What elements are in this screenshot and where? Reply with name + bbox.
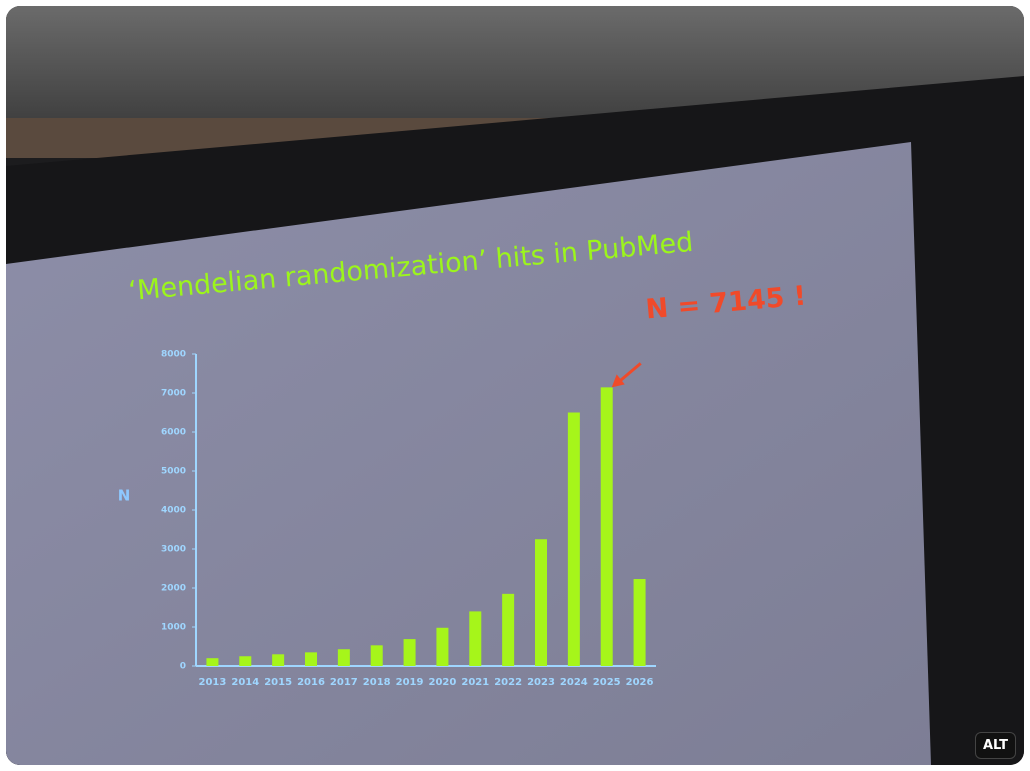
bar xyxy=(371,645,383,666)
x-tick-label: 2014 xyxy=(231,677,259,688)
x-tick-label: 2016 xyxy=(297,677,325,688)
bar xyxy=(634,579,646,666)
y-tick-label: 6000 xyxy=(161,428,186,438)
x-tick-label: 2023 xyxy=(527,677,555,688)
y-tick-label: 8000 xyxy=(161,350,186,360)
x-tick-label: 2019 xyxy=(396,677,424,688)
y-tick-label: 1000 xyxy=(161,623,186,633)
bar xyxy=(338,649,350,666)
x-tick-label: 2022 xyxy=(494,677,522,688)
bar xyxy=(502,594,514,666)
photo: ‘Mendelian randomization’ hits in PubMed… xyxy=(6,6,1024,765)
x-tick-label: 2015 xyxy=(264,677,292,688)
y-tick-label: 0 xyxy=(180,662,186,672)
y-tick-label: 5000 xyxy=(161,467,186,477)
bar xyxy=(239,656,251,666)
x-tick-label: 2020 xyxy=(429,677,457,688)
image-frame: ‘Mendelian randomization’ hits in PubMed… xyxy=(6,6,1024,765)
x-tick-label: 2018 xyxy=(363,677,391,688)
bar xyxy=(272,654,284,666)
y-tick-label: 4000 xyxy=(161,506,186,516)
bar xyxy=(404,639,416,666)
y-axis-label: N xyxy=(118,487,131,505)
x-tick-label: 2025 xyxy=(593,677,621,688)
x-tick-label: 2024 xyxy=(560,677,588,688)
alt-button[interactable]: ALT xyxy=(975,732,1016,759)
bar xyxy=(568,413,580,667)
y-tick-label: 7000 xyxy=(161,389,186,399)
bar xyxy=(206,658,218,666)
bar xyxy=(535,539,547,666)
y-tick-label: 2000 xyxy=(161,584,186,594)
bar xyxy=(601,387,613,666)
bar xyxy=(469,611,481,666)
x-tick-label: 2017 xyxy=(330,677,358,688)
y-tick-label: 3000 xyxy=(161,545,186,555)
x-tick-label: 2013 xyxy=(199,677,227,688)
page: ‘Mendelian randomization’ hits in PubMed… xyxy=(0,0,1030,771)
bar xyxy=(305,652,317,666)
x-tick-label: 2021 xyxy=(461,677,489,688)
bar xyxy=(436,628,448,666)
x-tick-label: 2026 xyxy=(626,677,654,688)
